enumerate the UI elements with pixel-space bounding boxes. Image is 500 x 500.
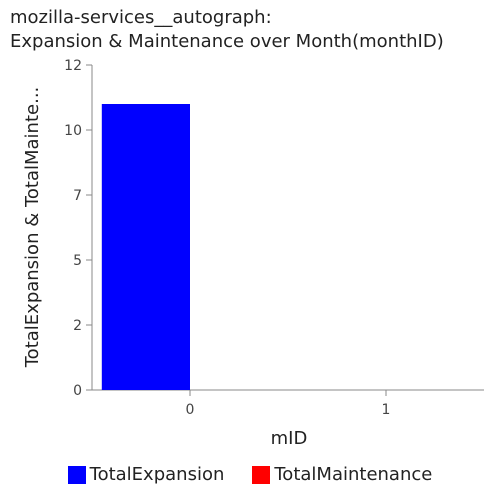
legend-swatch: [67, 465, 86, 484]
x-axis-label: mID: [271, 428, 308, 449]
legend-item: TotalExpansion: [67, 464, 225, 485]
legend-item: TotalMaintenance: [252, 464, 432, 485]
legend: TotalExpansion TotalMaintenance: [0, 464, 500, 485]
y-tick-label: 5: [73, 253, 82, 269]
chart-title: mozilla-services__autograph: Expansion &…: [10, 6, 444, 54]
x-tick-label: 0: [186, 402, 195, 418]
bar-TotalExpansion-0: [101, 104, 190, 390]
legend-label: TotalExpansion: [89, 464, 225, 485]
chart-title-line2: Expansion & Maintenance over Month(month…: [10, 31, 444, 52]
chart-title-line1: mozilla-services__autograph:: [10, 7, 272, 28]
y-axis-label: TotalExpansion & TotalMainte...: [22, 87, 43, 369]
y-tick-label: 10: [64, 123, 82, 139]
y-tick-label: 0: [73, 383, 82, 399]
y-tick-label: 2: [73, 318, 82, 334]
y-tick-label: 7: [73, 188, 82, 204]
legend-swatch: [252, 465, 271, 484]
legend-label: TotalMaintenance: [274, 464, 433, 485]
bars: [101, 104, 190, 390]
x-tick-label: 1: [382, 402, 391, 418]
y-tick-label: 12: [64, 58, 82, 74]
